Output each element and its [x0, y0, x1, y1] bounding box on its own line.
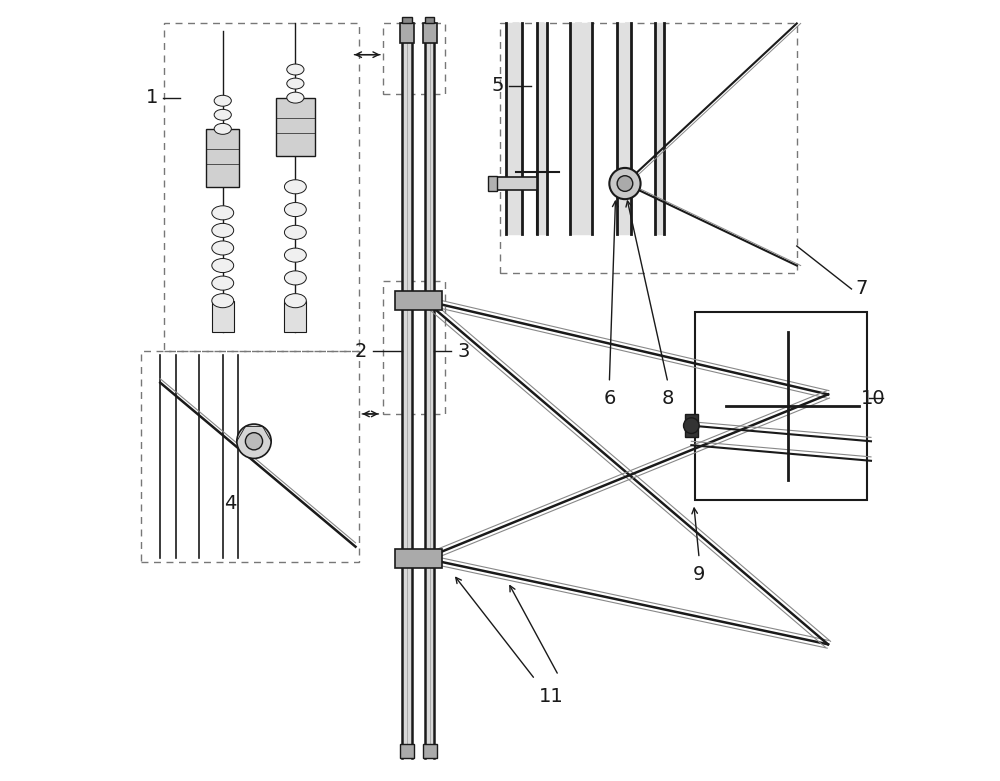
Bar — [500, 23, 797, 273]
Ellipse shape — [284, 248, 306, 262]
Bar — [423, 23, 437, 43]
Bar — [383, 281, 445, 414]
Bar — [425, 17, 434, 23]
Bar — [206, 129, 239, 187]
FancyBboxPatch shape — [491, 177, 537, 190]
Circle shape — [245, 433, 263, 450]
Bar — [400, 23, 414, 43]
Bar — [695, 312, 867, 500]
Bar — [488, 176, 497, 191]
Text: 6: 6 — [603, 389, 616, 408]
Bar — [164, 23, 359, 351]
Bar — [284, 301, 306, 332]
Ellipse shape — [284, 180, 306, 194]
Ellipse shape — [284, 225, 306, 239]
Circle shape — [617, 176, 633, 191]
Bar — [400, 744, 414, 758]
Text: 10: 10 — [861, 389, 885, 408]
Bar — [685, 414, 698, 437]
Circle shape — [609, 168, 641, 199]
Ellipse shape — [284, 202, 306, 216]
Bar — [423, 744, 437, 758]
Ellipse shape — [284, 271, 306, 285]
Ellipse shape — [287, 64, 304, 75]
Text: 2: 2 — [355, 342, 367, 361]
Ellipse shape — [287, 78, 304, 89]
Bar — [395, 549, 442, 568]
Ellipse shape — [214, 109, 231, 120]
Text: 5: 5 — [491, 77, 504, 95]
Ellipse shape — [214, 95, 231, 106]
Bar — [395, 291, 442, 310]
Circle shape — [237, 424, 271, 458]
Text: 3: 3 — [457, 342, 469, 361]
Ellipse shape — [212, 276, 234, 291]
Text: 9: 9 — [693, 565, 705, 583]
Text: 4: 4 — [224, 494, 237, 513]
Ellipse shape — [212, 206, 234, 220]
Text: 7: 7 — [855, 280, 868, 298]
Bar — [383, 23, 445, 94]
Text: 8: 8 — [662, 389, 674, 408]
Circle shape — [684, 418, 699, 433]
Ellipse shape — [212, 294, 234, 308]
Text: 11: 11 — [538, 687, 563, 706]
Ellipse shape — [214, 123, 231, 134]
Ellipse shape — [212, 241, 234, 255]
Bar — [402, 17, 412, 23]
Ellipse shape — [212, 259, 234, 273]
Bar — [141, 351, 359, 562]
Ellipse shape — [284, 294, 306, 308]
Bar — [212, 301, 234, 332]
Text: 1: 1 — [145, 88, 158, 107]
Ellipse shape — [287, 92, 304, 103]
Bar — [276, 98, 315, 156]
Ellipse shape — [212, 223, 234, 237]
